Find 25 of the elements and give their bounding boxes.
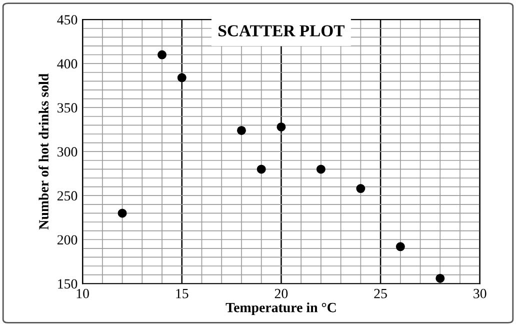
y-tick-label: 300 bbox=[58, 147, 78, 157]
point bbox=[118, 208, 127, 218]
point bbox=[396, 242, 405, 252]
x-tick-label: 30 bbox=[474, 288, 486, 298]
x-tick-label: 20 bbox=[274, 288, 288, 298]
y-tick-label: 450 bbox=[57, 15, 78, 25]
x-tick-label: 15 bbox=[176, 288, 188, 298]
point bbox=[177, 73, 186, 82]
y-tick-label: 350 bbox=[58, 103, 78, 113]
point bbox=[356, 184, 366, 194]
y-tick-label: 200 bbox=[57, 235, 78, 245]
y-tick-label: 150 bbox=[58, 279, 78, 289]
y-axis-title: Number of hot drinks sold bbox=[38, 74, 49, 230]
point bbox=[316, 164, 326, 174]
y-tick-label: 250 bbox=[57, 191, 78, 201]
point bbox=[158, 50, 167, 60]
y-tick-label: 400 bbox=[57, 59, 78, 69]
point bbox=[236, 126, 246, 135]
chart-title: SCATTER PLOT bbox=[218, 25, 344, 36]
x-tick-label: 10 bbox=[76, 288, 89, 298]
x-tick-label: 25 bbox=[374, 288, 387, 298]
point bbox=[256, 164, 266, 174]
point bbox=[276, 122, 286, 132]
x-axis-title: Temperature in °C bbox=[226, 302, 336, 316]
point bbox=[436, 274, 445, 283]
